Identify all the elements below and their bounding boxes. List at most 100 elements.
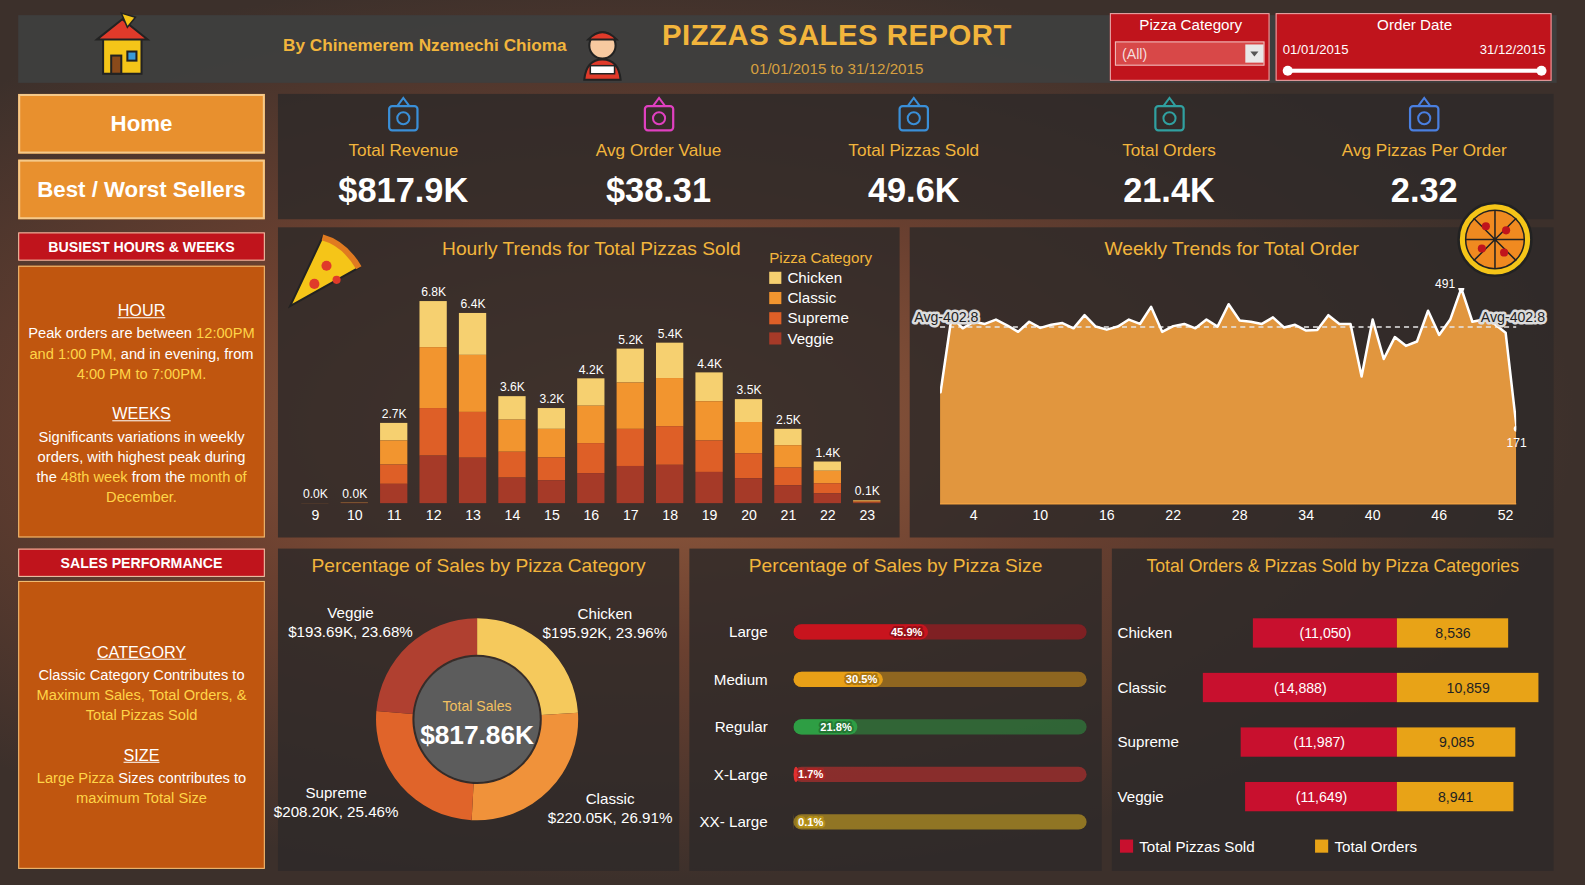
svg-text:1.7%: 1.7% bbox=[798, 768, 823, 780]
svg-text:16: 16 bbox=[1099, 507, 1115, 523]
svg-text:18: 18 bbox=[662, 507, 678, 523]
svg-text:4.4K: 4.4K bbox=[697, 357, 722, 371]
svg-text:40: 40 bbox=[1365, 507, 1381, 523]
svg-text:$817.86K: $817.86K bbox=[420, 720, 534, 750]
html-text:$38.31: $38.31 bbox=[606, 170, 712, 210]
svg-text:(11,649): (11,649) bbox=[1296, 789, 1348, 805]
svg-text:171: 171 bbox=[1507, 436, 1527, 450]
svg-text:10: 10 bbox=[1032, 507, 1048, 523]
svg-text:2.5K: 2.5K bbox=[776, 413, 801, 427]
svg-text:(11,987): (11,987) bbox=[1294, 734, 1346, 750]
svg-text:22: 22 bbox=[820, 507, 836, 523]
svg-text:45.9%: 45.9% bbox=[891, 626, 923, 638]
svg-text:0.1%: 0.1% bbox=[798, 816, 823, 828]
html-text:Total Orders & Pizzas Sold by: Total Orders & Pizzas Sold by Pizza Cate… bbox=[1146, 555, 1519, 576]
svg-text:X-Large: X-Large bbox=[714, 766, 768, 783]
html-text:Pizza Category: Pizza Category bbox=[1139, 16, 1243, 34]
html-text:Percentage of Sales by Pizza S: Percentage of Sales by Pizza Size bbox=[748, 554, 1043, 576]
svg-text:XX- Large: XX- Large bbox=[700, 813, 768, 830]
html-text:Total Pizzas Sold: Total Pizzas Sold bbox=[848, 140, 980, 160]
svg-text:0.0K: 0.0K bbox=[303, 487, 328, 501]
svg-text:5.2K: 5.2K bbox=[618, 333, 643, 347]
svg-text:4.2K: 4.2K bbox=[579, 363, 604, 377]
svg-text:11: 11 bbox=[387, 507, 402, 523]
svg-text:8,941: 8,941 bbox=[1438, 789, 1474, 805]
svg-text:Classic$220.05K, 26.91%: Classic$220.05K, 26.91% bbox=[548, 790, 673, 826]
html-text:Best / Worst Sellers: Best / Worst Sellers bbox=[37, 176, 246, 203]
svg-text:10,859: 10,859 bbox=[1447, 680, 1490, 696]
svg-text:14: 14 bbox=[505, 507, 521, 523]
svg-text:15: 15 bbox=[544, 507, 560, 523]
svg-text:Regular: Regular bbox=[715, 718, 768, 735]
svg-text:491: 491 bbox=[1435, 277, 1455, 291]
svg-text:0.1K: 0.1K bbox=[855, 484, 880, 498]
svg-text:20: 20 bbox=[741, 507, 757, 523]
html-text:Percentage of Sales by Pizza C: Percentage of Sales by Pizza Category bbox=[311, 554, 646, 576]
svg-text:13: 13 bbox=[465, 507, 481, 523]
svg-text:34: 34 bbox=[1298, 507, 1314, 523]
svg-text:4: 4 bbox=[970, 507, 978, 523]
svg-text:19: 19 bbox=[702, 507, 718, 523]
svg-text:6.8K: 6.8K bbox=[421, 285, 446, 299]
html-text:2.32: 2.32 bbox=[1390, 170, 1458, 210]
svg-text:Medium: Medium bbox=[714, 671, 768, 688]
svg-text:Veggie: Veggie bbox=[1117, 788, 1163, 805]
html-text:Significants variations in wee: Significants variations in weekly orders… bbox=[36, 428, 247, 506]
html-text:Home: Home bbox=[110, 111, 173, 137]
svg-text:17: 17 bbox=[623, 507, 639, 523]
svg-text:Chicken$195.92K, 23.96%: Chicken$195.92K, 23.96% bbox=[543, 605, 668, 641]
svg-text:6.4K: 6.4K bbox=[461, 297, 486, 311]
svg-text:52: 52 bbox=[1498, 507, 1514, 523]
html-text:CATEGORY: CATEGORY bbox=[96, 643, 187, 661]
svg-text:Large: Large bbox=[729, 623, 768, 640]
svg-text:8,536: 8,536 bbox=[1435, 625, 1471, 641]
svg-text:16: 16 bbox=[583, 507, 599, 523]
html-text:WEEKS: WEEKS bbox=[112, 405, 171, 423]
svg-text:3.6K: 3.6K bbox=[500, 380, 525, 394]
svg-text:23: 23 bbox=[859, 507, 875, 523]
html-text:21.4K: 21.4K bbox=[1123, 170, 1215, 210]
html-text:Classic: Classic bbox=[787, 288, 837, 307]
svg-text:46: 46 bbox=[1431, 507, 1447, 523]
svg-text:0.0K: 0.0K bbox=[342, 487, 367, 501]
svg-text:2.7K: 2.7K bbox=[382, 407, 407, 421]
svg-text:3.5K: 3.5K bbox=[737, 383, 762, 397]
svg-text:(11,050): (11,050) bbox=[1300, 625, 1352, 641]
html-text:$817.9K: $817.9K bbox=[338, 170, 469, 210]
html-text:HOUR: HOUR bbox=[117, 302, 166, 320]
svg-text:10: 10 bbox=[347, 507, 363, 523]
svg-text:Supreme: Supreme bbox=[1117, 733, 1178, 750]
html-text:Order Date: Order Date bbox=[1377, 16, 1453, 34]
svg-text:Avg-402.8: Avg-402.8 bbox=[1481, 309, 1545, 325]
svg-text:12: 12 bbox=[426, 507, 442, 523]
svg-text:3.2K: 3.2K bbox=[539, 392, 564, 406]
svg-text:(14,888): (14,888) bbox=[1274, 680, 1327, 696]
svg-text:9: 9 bbox=[311, 507, 319, 523]
svg-text:Supreme$208.20K, 25.46%: Supreme$208.20K, 25.46% bbox=[274, 784, 399, 820]
svg-text:Chicken: Chicken bbox=[1117, 624, 1172, 641]
svg-text:5.4K: 5.4K bbox=[658, 327, 683, 341]
svg-text:21.8%: 21.8% bbox=[820, 721, 852, 733]
svg-text:Avg-402.8: Avg-402.8 bbox=[914, 309, 978, 325]
html-text:01/01/2015 to 31/12/2015: 01/01/2015 to 31/12/2015 bbox=[750, 59, 924, 77]
svg-text:9,085: 9,085 bbox=[1439, 734, 1475, 750]
svg-text:21: 21 bbox=[781, 507, 797, 523]
svg-text:28: 28 bbox=[1232, 507, 1248, 523]
svg-text:1.4K: 1.4K bbox=[815, 446, 840, 460]
html-text:Weekly Trends for Total Order: Weekly Trends for Total Order bbox=[1104, 237, 1359, 259]
html-text:49.6K: 49.6K bbox=[867, 170, 960, 210]
svg-text:30.5%: 30.5% bbox=[846, 673, 878, 685]
html-text:Total Orders: Total Orders bbox=[1122, 140, 1216, 160]
html-text:Avg Pizzas Per Order: Avg Pizzas Per Order bbox=[1341, 140, 1507, 160]
svg-text:Classic: Classic bbox=[1117, 679, 1166, 696]
html-text:Total Revenue: Total Revenue bbox=[348, 140, 459, 160]
html-text:Hourly Trends for Total Pizzas: Hourly Trends for Total Pizzas Sold bbox=[442, 237, 741, 259]
html-text:Avg Order Value: Avg Order Value bbox=[595, 140, 722, 160]
svg-text:22: 22 bbox=[1165, 507, 1181, 523]
html-text:Maximum Sales, Total Orders, &: Maximum Sales, Total Orders, & Total Piz… bbox=[36, 687, 247, 724]
html-text:PIZZAS SALES REPORT: PIZZAS SALES REPORT bbox=[661, 19, 1012, 52]
html-text:By Chinemerem Nzemechi Chioma: By Chinemerem Nzemechi Chioma bbox=[283, 35, 567, 55]
svg-text:Veggie$193.69K, 23.68%: Veggie$193.69K, 23.68% bbox=[288, 604, 413, 640]
svg-text:Total Sales: Total Sales bbox=[443, 698, 512, 714]
html-text:Peak orders are between 12:00P: Peak orders are between 12:00PM and 1:00… bbox=[28, 325, 255, 362]
